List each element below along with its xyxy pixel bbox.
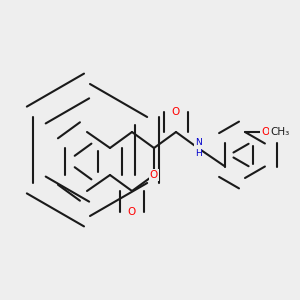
Text: O: O xyxy=(150,170,158,180)
Text: O: O xyxy=(128,207,136,217)
Text: O: O xyxy=(172,107,180,117)
Text: N
H: N H xyxy=(195,138,201,158)
Text: CH₃: CH₃ xyxy=(270,127,290,137)
Text: O: O xyxy=(261,127,269,137)
